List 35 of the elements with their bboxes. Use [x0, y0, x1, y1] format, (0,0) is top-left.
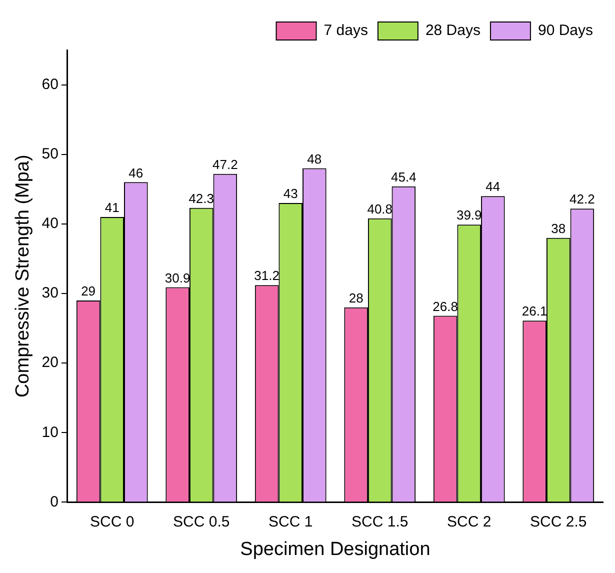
- data-label: 28: [348, 290, 364, 306]
- data-label: 26.1: [522, 304, 548, 319]
- x-tick-label: SCC 2: [447, 513, 492, 530]
- data-label: 48: [307, 151, 322, 166]
- y-tick-label: 20: [42, 354, 58, 372]
- data-label: 46: [128, 165, 144, 180]
- data-label: 43: [283, 186, 298, 202]
- y-tick-label: 50: [42, 145, 58, 162]
- y-tick-label: 30: [42, 284, 58, 302]
- data-label: 29: [81, 284, 96, 299]
- data-label: 30.9: [164, 270, 190, 286]
- data-label: 45.4: [391, 169, 416, 184]
- data-label: 42.3: [188, 191, 214, 206]
- data-label: 41: [104, 200, 120, 216]
- data-label: 31.2: [254, 268, 280, 284]
- y-tick-label: 60: [42, 76, 58, 93]
- data-label: 38: [551, 220, 566, 236]
- x-tick-label: SCC 1: [268, 513, 313, 530]
- legend-label: 7 days: [324, 22, 368, 40]
- x-axis-title: Specimen Designation: [240, 538, 430, 560]
- data-label: 44: [486, 179, 500, 194]
- y-tick-label: 0: [50, 493, 58, 510]
- data-label: 26.8: [432, 298, 458, 314]
- data-label: 47.2: [212, 156, 238, 172]
- legend-label: 28 Days: [425, 22, 480, 40]
- x-tick-label: SCC 1.5: [352, 513, 408, 530]
- x-tick-label: SCC 0: [90, 513, 134, 530]
- y-tick-label: 40: [42, 215, 58, 232]
- x-tick-label: SCC 0.5: [173, 513, 230, 530]
- y-axis-title: Compressive Strength (Mpa): [12, 154, 34, 398]
- data-label: 42.2: [570, 192, 595, 207]
- y-tick-label: 10: [42, 424, 58, 441]
- data-label: 40.8: [367, 201, 393, 216]
- legend-label: 90 Days: [538, 22, 594, 40]
- x-tick-label: SCC 2.5: [530, 513, 587, 530]
